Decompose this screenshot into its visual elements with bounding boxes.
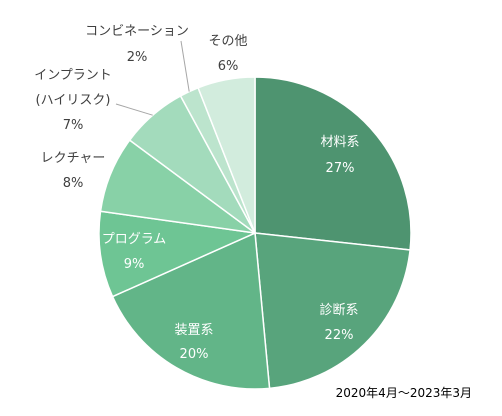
slice-pct-sonota: 6% xyxy=(218,59,239,74)
slice-pct-implant: 7% xyxy=(63,118,84,133)
slice-label-implant: インプラント xyxy=(34,68,112,83)
slice-label-shindan: 診断系 xyxy=(319,302,358,318)
slice-label-program: プログラム xyxy=(102,232,167,247)
pie-slice-zairyo xyxy=(254,76,412,251)
slice-pct-shindan: 22% xyxy=(325,328,354,343)
slice-label-combination: コンビネーション xyxy=(85,24,189,39)
pie-slice-sonota xyxy=(197,76,256,234)
slice-label-zairyo: 材料系 xyxy=(320,135,359,150)
pie-slice-souchi xyxy=(111,231,271,390)
slice-pct-program: 9% xyxy=(124,257,145,272)
pie-slices xyxy=(98,76,412,390)
leader-line-combination xyxy=(180,40,190,92)
slice-label-implant-line2: (ハイリスク) xyxy=(36,93,111,108)
leader-lines xyxy=(115,40,190,116)
slice-label-souchi: 装置系 xyxy=(174,323,213,338)
pie-slice-program xyxy=(98,210,258,298)
slice-pct-combination: 2% xyxy=(127,50,148,65)
pie-slice-shindan xyxy=(254,232,411,390)
slice-label-lecture: レクチャー xyxy=(41,151,106,166)
slice-pct-lecture: 8% xyxy=(63,176,84,191)
leader-line-implant xyxy=(115,103,153,116)
slice-label-sonota: その他 xyxy=(208,34,247,49)
period-note: 2020年4月～2023年3月 xyxy=(336,386,472,400)
slice-pct-zairyo: 27% xyxy=(326,161,355,176)
slice-pct-souchi: 20% xyxy=(180,347,209,362)
